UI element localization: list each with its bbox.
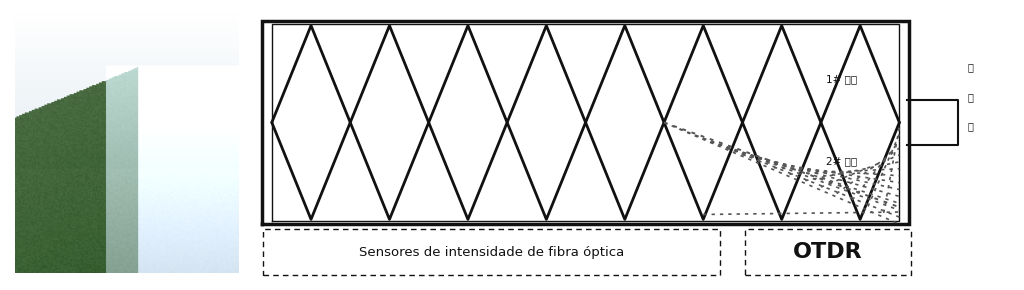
Text: 1# 光路: 1# 光路 (826, 74, 857, 84)
Text: 监: 监 (967, 62, 973, 72)
Text: 筱: 筱 (967, 121, 973, 131)
Text: Sensores de intensidade de fibra óptica: Sensores de intensidade de fibra óptica (358, 246, 624, 259)
Text: OTDR: OTDR (794, 242, 863, 262)
Text: 测: 测 (967, 92, 973, 102)
Text: 2# 光路: 2# 光路 (826, 156, 857, 166)
